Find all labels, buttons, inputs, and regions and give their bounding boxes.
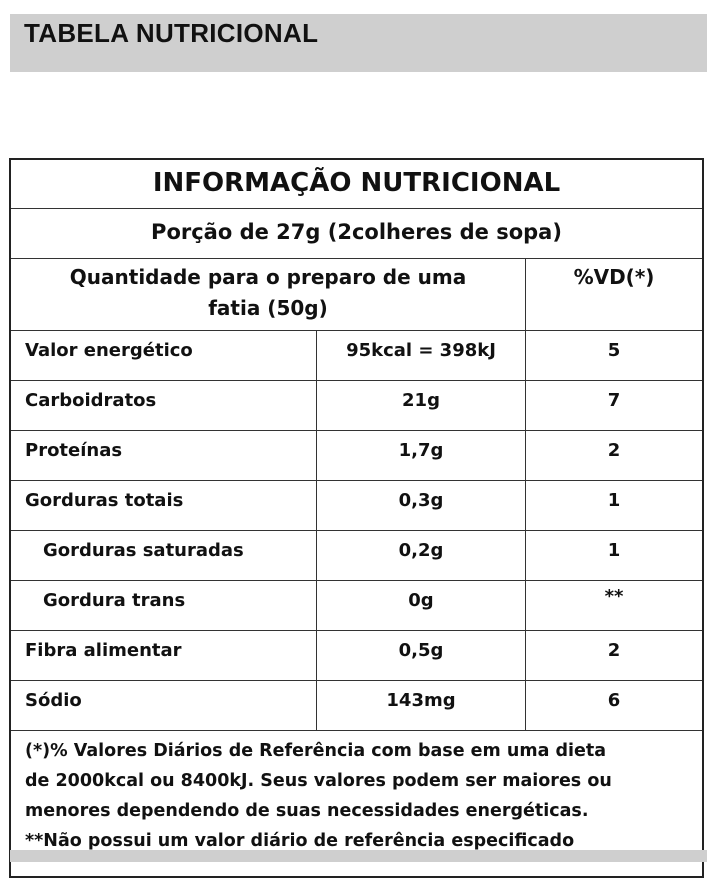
nutrient-amount: 0g [317, 581, 526, 630]
table-title-row: INFORMAÇÃO NUTRICIONAL [11, 160, 702, 209]
nutrient-amount: 0,2g [317, 531, 526, 580]
nutrient-amount: 1,7g [317, 431, 526, 480]
portion-row: Porção de 27g (2colheres de sopa) [11, 209, 702, 259]
nutrient-vd: 1 [607, 490, 621, 511]
table-row: Proteínas 1,7g 2 [11, 431, 702, 481]
footnote: (*)% Valores Diários de Referência com b… [25, 736, 693, 856]
nutrient-name: Carboidratos [11, 381, 317, 430]
table-row: Gordura trans 0g ** [11, 581, 702, 631]
quantity-header-line1: Quantidade para o preparo de uma [69, 265, 467, 289]
nutrient-vd: 7 [607, 390, 621, 411]
nutrient-name: Valor energético [11, 331, 317, 380]
table-title: INFORMAÇÃO NUTRICIONAL [152, 168, 561, 198]
footer-bar [10, 850, 707, 862]
nutrient-amount: 21g [317, 381, 526, 430]
nutrient-name: Sódio [11, 681, 317, 730]
nutrition-facts-table: INFORMAÇÃO NUTRICIONAL Porção de 27g (2c… [9, 158, 704, 878]
footnote-line: menores dependendo de suas necessidades … [25, 801, 589, 821]
nutrient-vd: 5 [607, 340, 621, 361]
table-row: Valor energético 95kcal = 398kJ 5 [11, 331, 702, 381]
page-title: TABELA NUTRICIONAL [24, 18, 319, 48]
quantity-header-line2: fatia (50g) [208, 296, 328, 320]
nutrient-amount: 0,3g [317, 481, 526, 530]
nutrient-name: Fibra alimentar [11, 631, 317, 680]
nutrient-vd: 2 [607, 640, 621, 661]
table-header-row: Quantidade para o preparo de uma fatia (… [11, 259, 702, 331]
footnote-line: (*)% Valores Diários de Referência com b… [25, 741, 607, 761]
nutrient-name: Gorduras saturadas [11, 531, 317, 580]
vd-header: %VD(*) [573, 265, 655, 289]
nutrient-amount: 95kcal = 398kJ [317, 331, 526, 380]
table-row: Sódio 143mg 6 [11, 681, 702, 731]
footnote-line: de 2000kcal ou 8400kJ. Seus valores pode… [25, 771, 612, 791]
table-row: Fibra alimentar 0,5g 2 [11, 631, 702, 681]
quantity-header: Quantidade para o preparo de uma fatia (… [11, 259, 526, 330]
nutrient-vd: 2 [607, 440, 621, 461]
nutrient-name: Gorduras totais [11, 481, 317, 530]
nutrient-amount: 0,5g [317, 631, 526, 680]
footnote-line: **Não possui um valor diário de referênc… [25, 831, 575, 851]
header-bar [10, 14, 707, 72]
nutrient-name: Proteínas [11, 431, 317, 480]
table-row: Gorduras totais 0,3g 1 [11, 481, 702, 531]
table-row: Carboidratos 21g 7 [11, 381, 702, 431]
nutrient-vd: ** [604, 586, 624, 607]
nutrient-vd: 1 [607, 540, 621, 561]
nutrient-name: Gordura trans [11, 581, 317, 630]
nutrient-amount: 143mg [317, 681, 526, 730]
portion-text: Porção de 27g (2colheres de sopa) [151, 220, 562, 244]
nutrient-vd: 6 [607, 690, 621, 711]
table-row: Gorduras saturadas 0,2g 1 [11, 531, 702, 581]
